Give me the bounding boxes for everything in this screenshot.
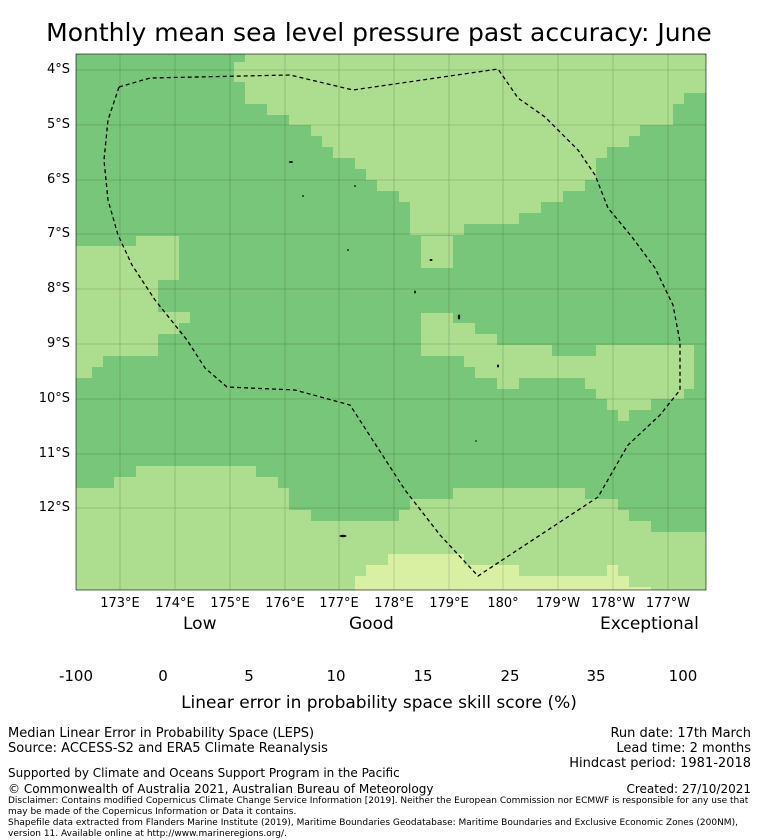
colorbar-tick-label: 25 xyxy=(500,667,520,685)
eez-boundary xyxy=(103,68,681,577)
lat-tick-label: 9°S xyxy=(46,336,70,351)
lat-tick-label: 7°S xyxy=(46,226,70,241)
skill-map xyxy=(75,53,707,591)
skill-region-central xyxy=(421,236,453,268)
skill-region-north xyxy=(234,54,706,235)
footer-created: Created: 27/10/2021 xyxy=(626,782,751,796)
lon-tick-label: 173°E xyxy=(100,596,140,611)
lon-tick-label: 179°W xyxy=(535,596,581,611)
lon-tick-label: 179°E xyxy=(429,596,469,611)
colorbar-tick-label: 100 xyxy=(668,667,698,685)
lon-tick-label: 178°E xyxy=(374,596,414,611)
shapefile-credit: Shapefile data extracted from Flanders M… xyxy=(8,818,738,839)
colorbar-tick-label: 5 xyxy=(244,667,254,685)
legend-category-exceptional: Exceptional xyxy=(600,614,699,634)
skill-region-south xyxy=(76,466,706,590)
footer-disclaimer: Disclaimer: Contains modified Copernicus… xyxy=(8,796,753,840)
lon-tick-label: 180° xyxy=(487,596,519,611)
skill-region-west xyxy=(76,236,190,378)
colorbar-tick-label: 0 xyxy=(158,667,168,685)
skill-region-south-pale xyxy=(355,554,651,590)
lon-tick-label: 174°E xyxy=(155,596,195,611)
lat-tick-label: 10°S xyxy=(38,391,70,406)
lat-tick-label: 12°S xyxy=(38,500,70,515)
footer-source: Source: ACCESS-S2 and ERA5 Climate Reana… xyxy=(8,741,328,756)
lat-tick-label: 8°S xyxy=(46,281,70,296)
footer-copyright: © Commonwealth of Australia 2021, Austra… xyxy=(8,782,434,796)
legend-category-low: Low xyxy=(183,614,217,634)
lat-tick-label: 4°S xyxy=(46,62,70,77)
disclaimer-text: Disclaimer: Contains modified Copernicus… xyxy=(8,796,749,817)
footer-support: Supported by Climate and Oceans Support … xyxy=(8,766,400,780)
footer-lead-time: Lead time: 2 months xyxy=(616,741,751,756)
colorbar-tick-label: 15 xyxy=(413,667,433,685)
skill-region-east xyxy=(421,313,694,421)
colorbar-tick-label: -100 xyxy=(58,667,94,685)
islands xyxy=(289,161,499,538)
footer-method: Median Linear Error in Probability Space… xyxy=(8,726,315,741)
lat-tick-label: 6°S xyxy=(46,172,70,187)
colorbar-title: Linear error in probability space skill … xyxy=(181,693,577,713)
graticule xyxy=(76,54,706,590)
lat-tick-label: 5°S xyxy=(46,117,70,132)
map-frame xyxy=(75,53,707,591)
map-title: Monthly mean sea level pressure past acc… xyxy=(46,18,712,47)
lon-tick-label: 175°E xyxy=(210,596,250,611)
legend-category-good: Good xyxy=(349,614,394,634)
colorbar-tick-label: 35 xyxy=(586,667,606,685)
lat-tick-label: 11°S xyxy=(38,446,70,461)
lon-tick-label: 178°W xyxy=(590,596,636,611)
lon-tick-label: 177°E xyxy=(319,596,359,611)
lon-tick-label: 177°W xyxy=(645,596,691,611)
lon-tick-label: 176°E xyxy=(265,596,305,611)
footer-hindcast: Hindcast period: 1981-2018 xyxy=(569,756,751,771)
colorbar-tick-label: 10 xyxy=(326,667,346,685)
footer-run-date: Run date: 17th March xyxy=(610,726,751,741)
